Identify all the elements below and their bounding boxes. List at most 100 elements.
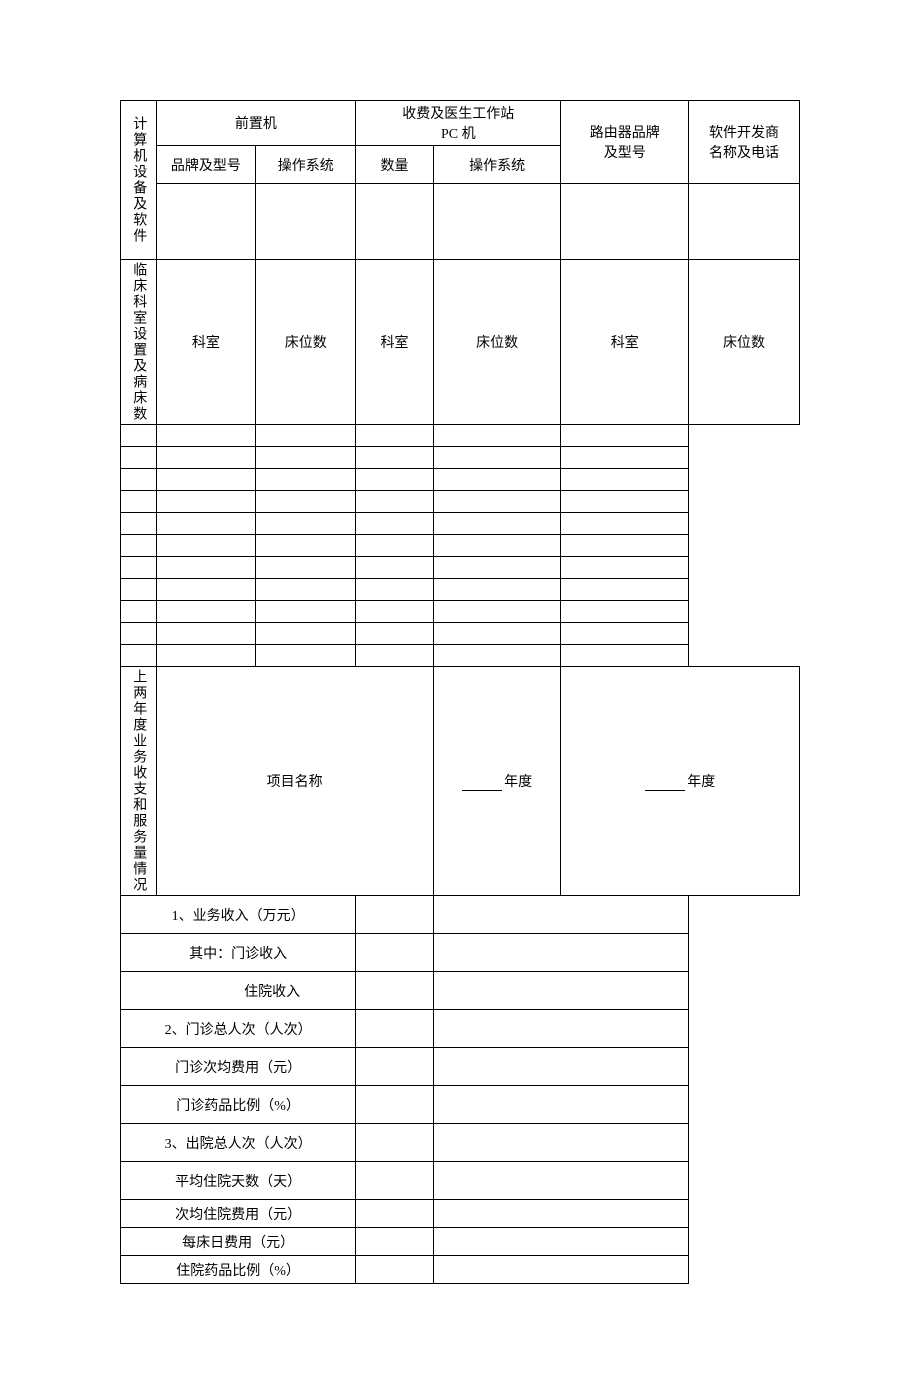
finance-year1-cell[interactable] bbox=[356, 896, 434, 934]
dept-cell[interactable] bbox=[433, 447, 561, 469]
pc-header-line1: 收费及医生工作站 bbox=[360, 103, 556, 123]
dept-cell[interactable] bbox=[433, 513, 561, 535]
dept-cell[interactable] bbox=[256, 623, 356, 645]
bed-cell[interactable] bbox=[561, 447, 689, 469]
finance-year2-cell[interactable] bbox=[433, 1256, 688, 1284]
finance-year2-cell[interactable] bbox=[433, 1010, 688, 1048]
router-cell[interactable] bbox=[561, 184, 689, 260]
dept-cell[interactable] bbox=[433, 469, 561, 491]
dept-bed-row bbox=[121, 557, 800, 579]
bed-cell[interactable] bbox=[561, 469, 689, 491]
dept-cell[interactable] bbox=[256, 513, 356, 535]
dept-cell[interactable] bbox=[121, 645, 157, 667]
dept-cell[interactable] bbox=[433, 557, 561, 579]
dept-cell[interactable] bbox=[256, 447, 356, 469]
bed-cell[interactable] bbox=[561, 623, 689, 645]
finance-year2-cell[interactable] bbox=[433, 1048, 688, 1086]
bed-cell[interactable] bbox=[156, 469, 256, 491]
bed-cell[interactable] bbox=[356, 557, 434, 579]
dept-cell[interactable] bbox=[121, 623, 157, 645]
dept-cell[interactable] bbox=[121, 469, 157, 491]
dept-cell[interactable] bbox=[121, 513, 157, 535]
dept-cell[interactable] bbox=[433, 645, 561, 667]
finance-year1-cell[interactable] bbox=[356, 1256, 434, 1284]
bed-cell[interactable] bbox=[561, 601, 689, 623]
dept-cell[interactable] bbox=[256, 645, 356, 667]
finance-year2-cell[interactable] bbox=[433, 1162, 688, 1200]
dept-cell[interactable] bbox=[121, 601, 157, 623]
finance-year2-cell[interactable] bbox=[433, 972, 688, 1010]
bed-cell[interactable] bbox=[356, 535, 434, 557]
bed-cell[interactable] bbox=[156, 425, 256, 447]
finance-year2-cell[interactable] bbox=[433, 934, 688, 972]
finance-year2-cell[interactable] bbox=[433, 896, 688, 934]
frontend-os-cell[interactable] bbox=[256, 184, 356, 260]
bed-cell[interactable] bbox=[356, 645, 434, 667]
vendor-cell[interactable] bbox=[689, 184, 800, 260]
bed-cell[interactable] bbox=[156, 447, 256, 469]
dept-cell[interactable] bbox=[433, 579, 561, 601]
bed-cell[interactable] bbox=[356, 513, 434, 535]
bed-cell[interactable] bbox=[156, 491, 256, 513]
bed-cell[interactable] bbox=[561, 425, 689, 447]
dept-cell[interactable] bbox=[256, 469, 356, 491]
finance-year1-cell[interactable] bbox=[356, 1200, 434, 1228]
dept-cell[interactable] bbox=[121, 425, 157, 447]
dept-cell[interactable] bbox=[121, 447, 157, 469]
bed-cell[interactable] bbox=[156, 645, 256, 667]
bed-cell[interactable] bbox=[561, 491, 689, 513]
dept-cell[interactable] bbox=[433, 601, 561, 623]
bed-cell[interactable] bbox=[356, 491, 434, 513]
dept-cell[interactable] bbox=[121, 535, 157, 557]
bed-cell[interactable] bbox=[356, 601, 434, 623]
finance-year2-cell[interactable] bbox=[433, 1200, 688, 1228]
year1-blank[interactable] bbox=[462, 777, 502, 791]
finance-year2-cell[interactable] bbox=[433, 1228, 688, 1256]
dept-cell[interactable] bbox=[256, 579, 356, 601]
dept-cell[interactable] bbox=[256, 557, 356, 579]
bed-cell[interactable] bbox=[156, 513, 256, 535]
dept-cell[interactable] bbox=[433, 623, 561, 645]
dept-cell[interactable] bbox=[121, 491, 157, 513]
finance-year2-cell[interactable] bbox=[433, 1086, 688, 1124]
bed-cell[interactable] bbox=[356, 469, 434, 491]
bed-cell[interactable] bbox=[561, 557, 689, 579]
finance-year1-cell[interactable] bbox=[356, 972, 434, 1010]
finance-year2-cell[interactable] bbox=[433, 1124, 688, 1162]
bed-cell[interactable] bbox=[561, 513, 689, 535]
finance-year1-cell[interactable] bbox=[356, 1010, 434, 1048]
bed-cell[interactable] bbox=[356, 447, 434, 469]
bed-cell[interactable] bbox=[156, 579, 256, 601]
bed-cell[interactable] bbox=[156, 557, 256, 579]
bed-cell[interactable] bbox=[356, 579, 434, 601]
bed-cell[interactable] bbox=[561, 645, 689, 667]
bed-cell[interactable] bbox=[156, 623, 256, 645]
year2-blank[interactable] bbox=[645, 777, 685, 791]
finance-year1-cell[interactable] bbox=[356, 1048, 434, 1086]
dept-cell[interactable] bbox=[256, 601, 356, 623]
finance-row: 次均住院费用（元） bbox=[121, 1200, 800, 1228]
finance-year1-cell[interactable] bbox=[356, 1228, 434, 1256]
bed-cell[interactable] bbox=[561, 535, 689, 557]
finance-year1-cell[interactable] bbox=[356, 934, 434, 972]
pc-os-cell[interactable] bbox=[433, 184, 561, 260]
dept-cell[interactable] bbox=[121, 557, 157, 579]
bed-cell[interactable] bbox=[156, 601, 256, 623]
dept-cell[interactable] bbox=[256, 425, 356, 447]
dept-cell[interactable] bbox=[433, 425, 561, 447]
dept-cell[interactable] bbox=[121, 579, 157, 601]
dept-cell[interactable] bbox=[433, 535, 561, 557]
dept-cell[interactable] bbox=[433, 491, 561, 513]
bed-cell[interactable] bbox=[356, 425, 434, 447]
bed-cell[interactable] bbox=[356, 623, 434, 645]
dept-cell[interactable] bbox=[256, 535, 356, 557]
bed-cell[interactable] bbox=[156, 535, 256, 557]
bed-cell[interactable] bbox=[561, 579, 689, 601]
year2-suffix: 年度 bbox=[687, 775, 715, 790]
finance-year1-cell[interactable] bbox=[356, 1124, 434, 1162]
finance-year1-cell[interactable] bbox=[356, 1162, 434, 1200]
brand-model-cell[interactable] bbox=[156, 184, 256, 260]
quantity-cell[interactable] bbox=[356, 184, 434, 260]
finance-year1-cell[interactable] bbox=[356, 1086, 434, 1124]
dept-cell[interactable] bbox=[256, 491, 356, 513]
